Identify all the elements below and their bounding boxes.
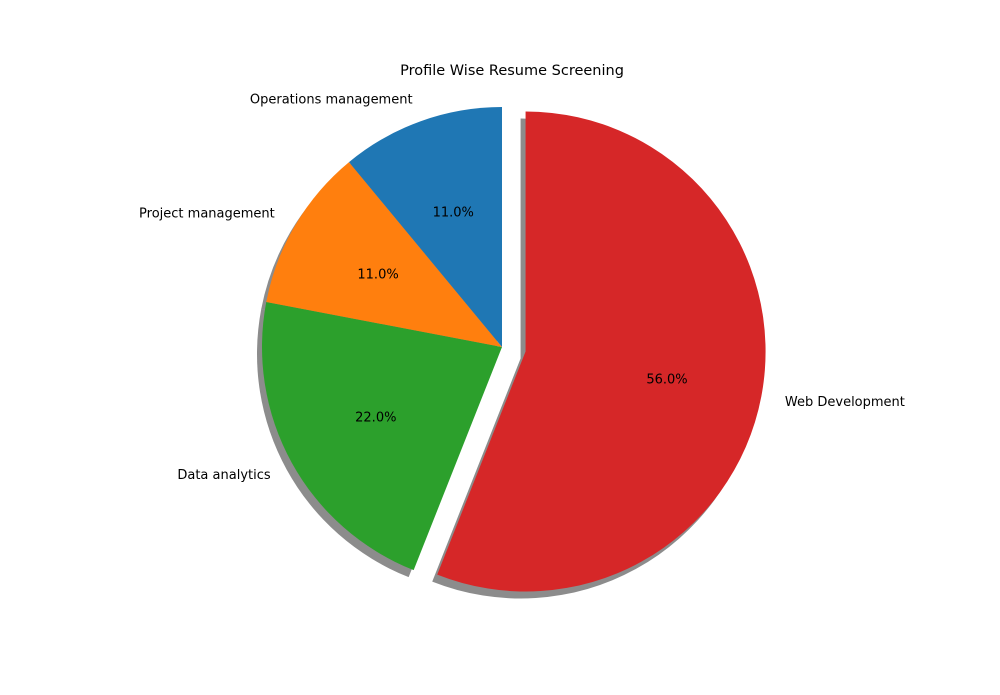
percent-label-data-analytics: 22.0%: [355, 410, 396, 425]
slice-data-analytics: [262, 302, 502, 571]
slice-web-development: [437, 111, 766, 592]
category-label-operations-management: Operations management: [250, 93, 413, 108]
category-label-project-management: Project management: [139, 207, 275, 222]
pie-labels: 56.0% Web Development 22.0% Data analytics 1…: [139, 93, 905, 484]
pie-slices: [262, 107, 766, 592]
chart-title: Profile Wise Resume Screening: [400, 63, 624, 79]
slice-operations-management: [349, 107, 502, 347]
slice-project-management: [266, 162, 502, 347]
percent-label-project-management: 11.0%: [357, 268, 398, 283]
category-label-data-analytics: Data analytics: [177, 468, 271, 483]
percent-label-web-development: 56.0%: [646, 372, 687, 387]
percent-label-operations-management: 11.0%: [433, 206, 474, 221]
category-label-web-development: Web Development: [785, 395, 905, 410]
